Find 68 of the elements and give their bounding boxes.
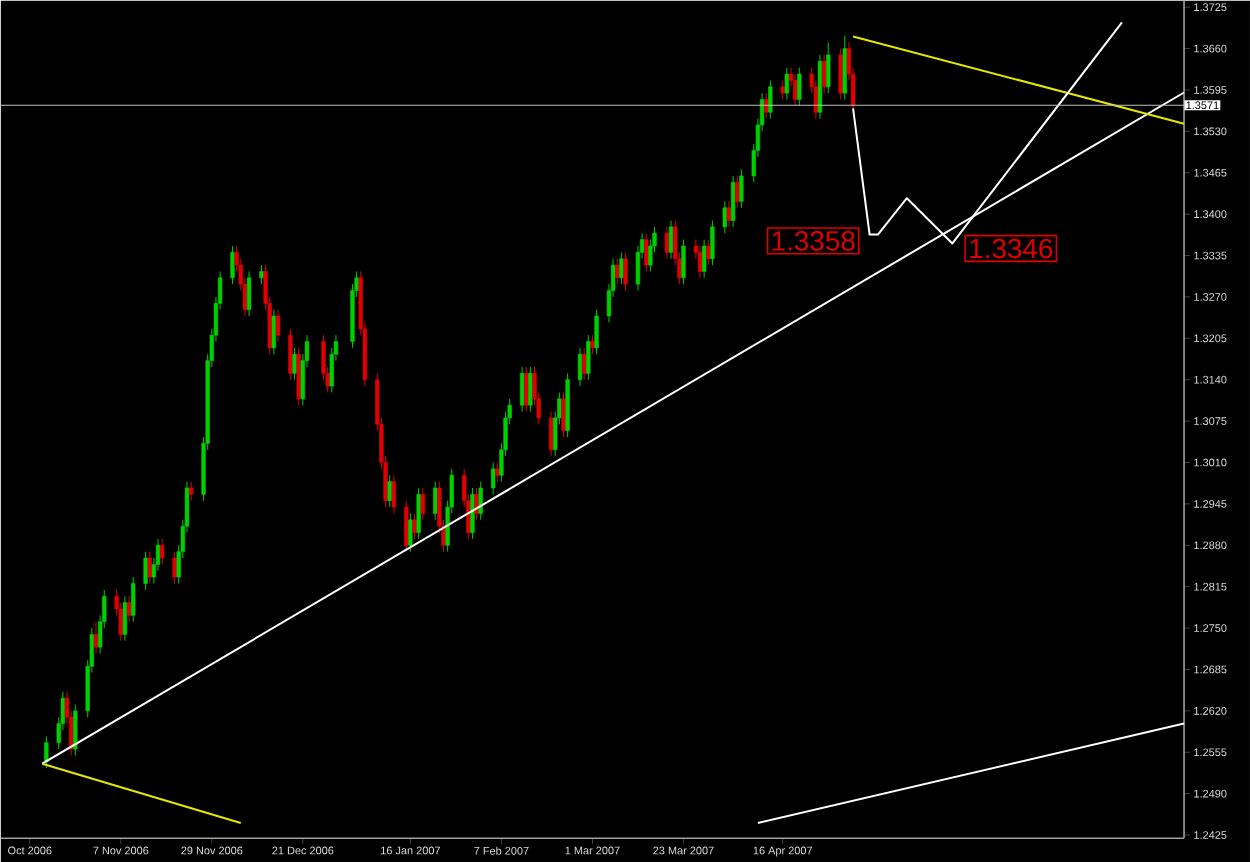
candlestick bbox=[664, 226, 670, 260]
candlestick bbox=[296, 347, 301, 406]
candlestick bbox=[126, 595, 132, 623]
candlestick bbox=[730, 175, 736, 228]
candlestick bbox=[792, 73, 798, 107]
candlestick bbox=[768, 79, 773, 120]
candlestick bbox=[259, 264, 264, 285]
candlestick bbox=[93, 621, 99, 654]
candlestick bbox=[495, 461, 500, 483]
candlestick bbox=[797, 67, 802, 107]
candlestick bbox=[172, 551, 177, 584]
candlestick bbox=[577, 347, 583, 387]
candlestick bbox=[784, 67, 790, 100]
candlestick bbox=[275, 309, 281, 342]
candlestick bbox=[764, 92, 769, 120]
candlestick bbox=[416, 487, 421, 540]
candlestick bbox=[701, 239, 707, 279]
candlestick bbox=[387, 474, 392, 508]
candlestick bbox=[478, 481, 483, 521]
candlestick bbox=[160, 538, 165, 565]
candlestick bbox=[292, 347, 297, 381]
candlestick bbox=[594, 309, 599, 355]
candlestick bbox=[697, 245, 703, 279]
candlestick bbox=[391, 474, 397, 514]
candlestick bbox=[826, 41, 831, 94]
candlestick bbox=[619, 251, 624, 285]
candlestick bbox=[73, 703, 78, 756]
candlestick bbox=[246, 270, 252, 317]
candlestick bbox=[490, 461, 496, 495]
candlestick bbox=[412, 512, 417, 540]
candlestick bbox=[586, 334, 591, 381]
candlestick bbox=[524, 366, 529, 412]
candlestick bbox=[821, 54, 827, 94]
candlestick bbox=[420, 487, 425, 521]
candlestick bbox=[44, 735, 49, 769]
candlestick bbox=[131, 576, 136, 623]
candlestick bbox=[404, 500, 409, 553]
candlestick bbox=[147, 551, 152, 584]
candlestick bbox=[681, 239, 686, 285]
candlestick bbox=[735, 175, 740, 209]
candlestick bbox=[288, 328, 293, 381]
candlestick bbox=[623, 251, 628, 291]
candlestick bbox=[188, 481, 194, 502]
candlestick bbox=[710, 219, 715, 266]
candlestick bbox=[590, 334, 595, 355]
candlestick bbox=[528, 366, 533, 412]
candlestick bbox=[470, 487, 475, 540]
candlestick bbox=[780, 79, 785, 100]
candlestick bbox=[615, 258, 620, 285]
candlestick bbox=[706, 239, 711, 266]
candlestick bbox=[739, 168, 744, 209]
candlestick bbox=[668, 219, 674, 260]
candlestick bbox=[143, 551, 148, 591]
candlestick bbox=[726, 200, 732, 228]
candlestick bbox=[561, 391, 566, 438]
candlestick bbox=[548, 410, 554, 457]
candlestick bbox=[644, 232, 649, 272]
candlestick bbox=[842, 35, 847, 100]
annotation: 1.3358 bbox=[772, 230, 855, 251]
candlestick bbox=[722, 200, 727, 234]
candlestick bbox=[230, 245, 235, 285]
candlestick bbox=[581, 347, 587, 381]
candlestick bbox=[519, 366, 525, 412]
candlestick bbox=[122, 595, 128, 642]
annotation: 1.3346 bbox=[970, 238, 1053, 259]
candlestick bbox=[433, 481, 438, 521]
candlestick bbox=[838, 47, 843, 100]
candlestick bbox=[408, 512, 413, 553]
